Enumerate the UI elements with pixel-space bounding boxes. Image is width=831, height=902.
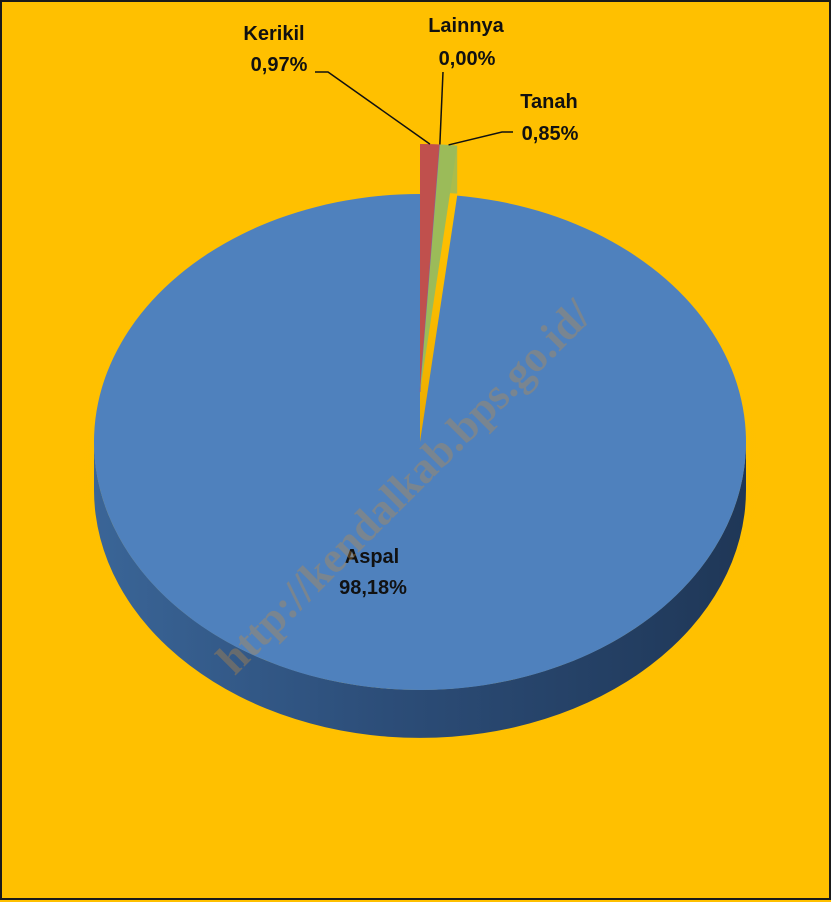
leader-lines — [315, 71, 513, 146]
leader-lainnya — [439, 71, 444, 145]
slice-labels: Kerikil 0,97% Lainnya 0,00% Tanah 0,85% … — [243, 15, 578, 599]
label-aspal-value: 98,18% — [339, 577, 407, 599]
label-aspal-name: Aspal — [345, 546, 399, 568]
label-tanah-name: Tanah — [520, 91, 577, 113]
label-tanah-value: 0,85% — [522, 123, 579, 145]
label-lainnya-value: 0,00% — [439, 48, 496, 70]
label-lainnya-name: Lainnya — [428, 15, 504, 37]
slice-aspal — [94, 194, 747, 690]
leader-kerikil — [315, 71, 431, 145]
slice-tanah — [420, 144, 458, 392]
slice-aspal-side — [94, 442, 746, 738]
label-kerikil-name: Kerikil — [243, 23, 304, 45]
label-kerikil-value: 0,97% — [251, 54, 308, 76]
pie-slices — [94, 144, 747, 690]
leader-tanah — [448, 131, 513, 146]
